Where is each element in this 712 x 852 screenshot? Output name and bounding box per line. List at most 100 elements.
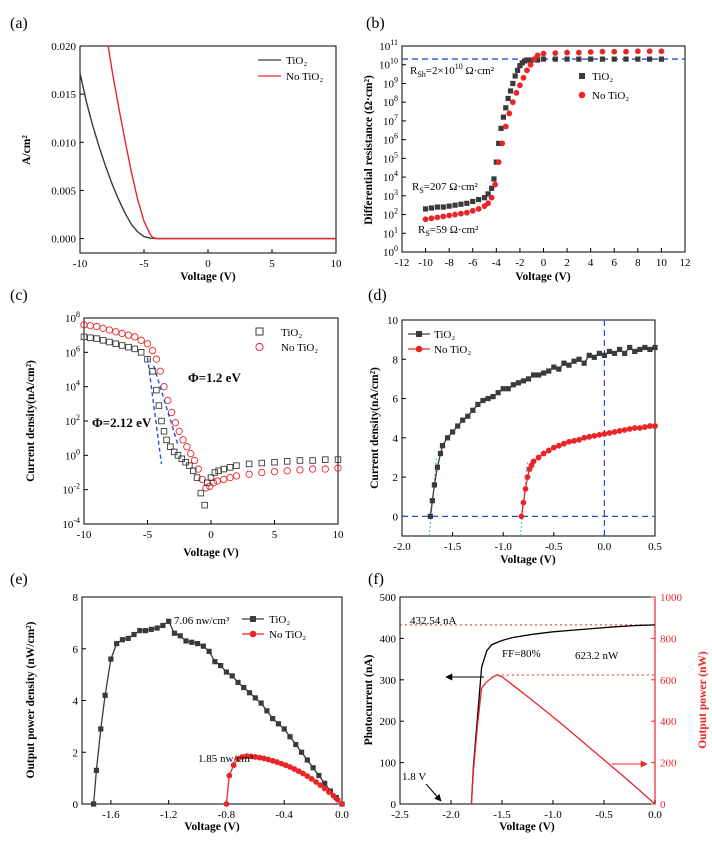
data-point-b-no-tio2: [469, 207, 476, 214]
data-point-e-tio2: [287, 734, 293, 740]
data-point-d-tio2: [475, 401, 481, 408]
y-tick-label-d: 2: [393, 472, 399, 484]
data-point-c-tio2: [309, 457, 316, 464]
data-point-b-no-tio2: [428, 215, 435, 222]
y-tick-label-c: 106: [65, 344, 80, 359]
data-point-d-no-tio2: [522, 485, 529, 492]
data-point-c-tio2: [87, 334, 94, 341]
y-tick-label-c: 10-2: [62, 482, 80, 497]
data-point-e-tio2: [200, 643, 206, 649]
data-point-c-tio2: [167, 443, 174, 451]
data-point-c-tio2: [178, 455, 186, 463]
x-tick-label-d: 0.0: [598, 541, 612, 553]
data-point-b-no-tio2: [488, 194, 495, 201]
x-tick-label-b: -2: [515, 257, 524, 269]
data-point-b-tio2: [464, 200, 470, 206]
data-point-d-tio2: [622, 350, 628, 356]
data-point-b-tio2: [552, 56, 558, 62]
x-axis-label-d: Voltage (V): [500, 554, 556, 566]
data-point-d-no-tio2: [561, 440, 567, 447]
data-point-d-tio2: [437, 450, 444, 457]
data-point-c-no-tio2: [105, 326, 114, 334]
panel-label-e: (e): [10, 571, 28, 588]
data-point-c-no-tio2: [334, 464, 342, 472]
y-tick-label-b: 1011: [379, 38, 398, 53]
data-point-d-tio2: [642, 344, 648, 351]
y-tick-label-c: 102: [65, 413, 80, 428]
series-line-a-1: [107, 45, 336, 240]
plot-frame-f: [399, 596, 656, 805]
x-tick-label-b: 10: [656, 257, 668, 269]
data-point-c-tio2: [197, 489, 205, 497]
annotation-f-ff: FF=80%: [502, 648, 541, 660]
data-point-b-tio2: [517, 63, 523, 69]
data-point-c-no-tio2: [118, 329, 126, 338]
annotation-b-rsh: RSh=2×1010 Ω·cm²: [410, 62, 495, 79]
data-point-e-tio2: [218, 662, 224, 669]
data-point-c-tio2: [125, 343, 132, 351]
x-tick-label-a: -10: [73, 258, 88, 270]
x-tick-label-f: -1.5: [493, 809, 511, 821]
data-point-b-no-tio2: [623, 48, 629, 55]
data-point-b-no-tio2: [502, 123, 509, 130]
data-point-d-tio2: [606, 348, 613, 355]
data-point-c-tio2: [182, 458, 189, 466]
data-point-b-no-tio2: [658, 48, 665, 55]
data-point-e-tio2: [281, 726, 287, 732]
data-point-b-no-tio2: [634, 48, 641, 55]
y-tick-label-right-f: 0: [660, 799, 666, 811]
data-point-b-tio2: [434, 204, 440, 210]
data-point-b-tio2: [446, 203, 452, 209]
data-point-b-tio2: [564, 56, 570, 62]
data-point-c-tio2: [189, 467, 197, 475]
data-point-d-tio2: [596, 350, 602, 356]
data-point-b-tio2: [611, 56, 617, 62]
data-point-e-no-tio2: [243, 753, 250, 760]
x-tick-label-a: 10: [331, 258, 343, 270]
data-point-b-no-tio2: [534, 52, 541, 59]
data-point-d-no-tio2: [550, 444, 557, 451]
x-tick-label-b: -12: [395, 257, 410, 269]
data-point-d-tio2: [601, 352, 607, 358]
data-point-c-tio2: [112, 340, 119, 348]
data-point-c-tio2: [258, 459, 266, 467]
data-point-b-no-tio2: [587, 49, 594, 55]
data-point-d-no-tio2: [641, 424, 648, 430]
data-point-e-no-tio2: [261, 755, 267, 762]
data-point-c-no-tio2: [160, 383, 168, 391]
arrow-f-voc: [425, 783, 442, 802]
data-point-b-no-tio2: [527, 61, 534, 68]
data-point-c-no-tio2: [99, 324, 107, 332]
y-tick-label-e: 2: [73, 747, 79, 759]
data-point-d-no-tio2: [586, 433, 593, 440]
data-point-e-tio2: [206, 648, 212, 654]
data-point-b-tio2: [535, 57, 541, 63]
data-point-c-tio2: [80, 333, 88, 341]
data-point-b-no-tio2: [564, 49, 570, 56]
data-point-c-tio2: [144, 355, 151, 363]
data-point-e-no-tio2: [256, 754, 263, 761]
data-point-c-no-tio2: [213, 477, 222, 485]
data-point-c-no-tio2: [283, 467, 291, 475]
y-tick-label-a: 0.015: [51, 89, 76, 101]
data-point-d-tio2: [536, 372, 542, 378]
panel-d: (d) -2.0 -1.5 -1.0 -0.5 0.0 0.5 0 2 4 6 8 10 Voltag…: [368, 287, 662, 566]
data-point-d-tio2: [647, 346, 653, 353]
data-point-e-no-tio2: [252, 754, 259, 760]
data-point-b-tio2: [498, 125, 504, 131]
data-point-c-tio2: [118, 342, 126, 349]
x-tick-label-f: -2.5: [391, 809, 409, 821]
annotation-b-rs-no-tio2: RS=59 Ω·cm²: [418, 224, 479, 238]
data-point-d-no-tio2: [621, 427, 628, 433]
data-point-d-no-tio2: [545, 447, 552, 454]
data-point-c-tio2: [334, 456, 342, 463]
data-point-d-tio2: [465, 413, 471, 419]
legend-c: TiO₂ No TiO₂: [255, 327, 318, 354]
y-tick-label-c: 104: [65, 379, 80, 394]
data-point-d-tio2: [616, 346, 623, 353]
data-point-c-tio2: [271, 458, 278, 466]
data-point-d-no-tio2: [555, 442, 562, 449]
data-point-b-no-tio2: [575, 49, 582, 56]
data-point-e-tio2: [177, 633, 183, 639]
data-point-d-no-tio2: [571, 437, 577, 444]
